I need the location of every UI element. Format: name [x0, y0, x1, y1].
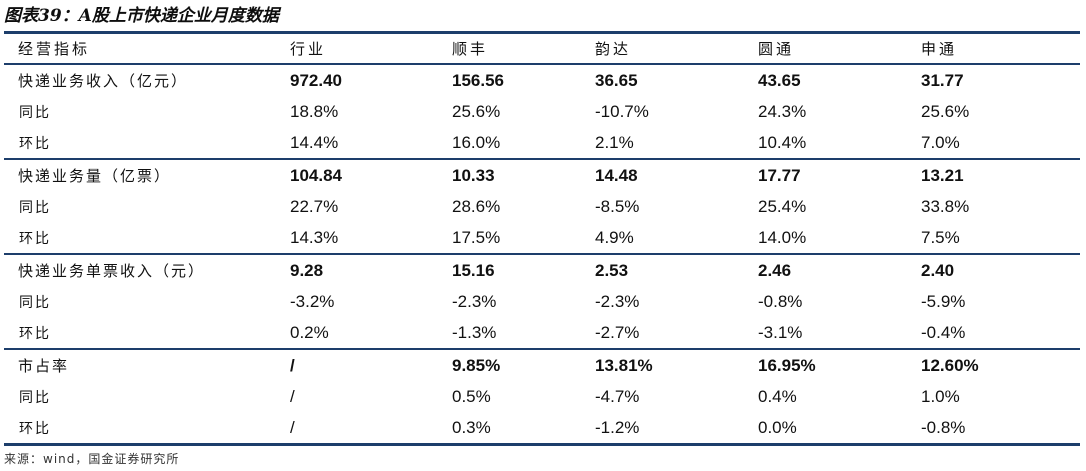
value-cell-industry: 18.8% — [290, 101, 339, 121]
value-cell-sto: 25.6% — [921, 101, 970, 121]
value-cell-yto: 43.65 — [758, 70, 801, 90]
value-cell-yunda: -4.7% — [595, 386, 640, 406]
value-cell-sto: 1.0% — [921, 386, 960, 406]
row-label: 市占率 — [18, 357, 70, 375]
row-label: 环比 — [19, 230, 51, 247]
value-cell-yunda: 4.9% — [595, 227, 634, 247]
table-row-sub: 同比 22.7% 28.6% -8.5% 25.4% 33.8% — [4, 191, 1080, 222]
value-cell-industry: / — [290, 417, 295, 437]
row-label: 快递业务单票收入（元） — [18, 262, 206, 280]
data-table: 经营指标 行业 顺丰 韵达 圆通 申通 快递业务收入（亿元） 972.40 156.… — [4, 31, 1080, 446]
figure-title: 图表39：A股上市快递企业月度数据 — [4, 6, 279, 26]
row-label: 同比 — [19, 104, 51, 121]
value-cell-yto: 25.4% — [758, 196, 807, 216]
value-cell-yto: 2.46 — [758, 260, 792, 280]
value-cell-sto: 13.21 — [921, 165, 964, 185]
header-cell-yto: 圆通 — [758, 40, 795, 58]
value-cell-sto: -5.9% — [921, 291, 966, 311]
row-label: 快递业务量（亿票） — [18, 167, 172, 185]
value-cell-sto: 33.8% — [921, 196, 970, 216]
value-cell-sto: 31.77 — [921, 70, 964, 90]
value-cell-sto: 7.0% — [921, 132, 960, 152]
value-cell-sf: 9.85% — [452, 355, 501, 375]
value-cell-sf: 17.5% — [452, 227, 501, 247]
row-label: 环比 — [19, 135, 51, 152]
value-cell-industry: 0.2% — [290, 322, 329, 342]
table-row-main: 快递业务收入（亿元） 972.40 156.56 36.65 43.65 31.77 — [4, 65, 1080, 96]
value-cell-yunda: 13.81% — [595, 355, 653, 375]
header-cell-industry: 行业 — [290, 40, 327, 58]
value-cell-industry: 14.3% — [290, 227, 339, 247]
table-row-sub: 同比 -3.2% -2.3% -2.3% -0.8% -5.9% — [4, 286, 1080, 317]
value-cell-sto: 7.5% — [921, 227, 960, 247]
value-cell-yunda: 36.65 — [595, 70, 638, 90]
value-cell-yto: 0.4% — [758, 386, 797, 406]
table-row-sub: 同比 18.8% 25.6% -10.7% 24.3% 25.6% — [4, 96, 1080, 127]
value-cell-yunda: 14.48 — [595, 165, 638, 185]
value-cell-sto: 2.40 — [921, 260, 955, 280]
value-cell-sf: 28.6% — [452, 196, 501, 216]
table-row-sub: 环比 / 0.3% -1.2% 0.0% -0.8% — [4, 412, 1080, 443]
value-cell-yunda: -10.7% — [595, 101, 649, 121]
value-cell-yto: 0.0% — [758, 417, 797, 437]
value-cell-yto: -0.8% — [758, 291, 803, 311]
value-cell-yunda: -1.2% — [595, 417, 640, 437]
value-cell-industry: / — [290, 386, 295, 406]
header-cell-metric: 经营指标 — [18, 40, 91, 58]
value-cell-yunda: 2.53 — [595, 260, 629, 280]
value-cell-yunda: -8.5% — [595, 196, 640, 216]
value-cell-sf: 16.0% — [452, 132, 501, 152]
value-cell-industry: -3.2% — [290, 291, 335, 311]
value-cell-yunda: -2.3% — [595, 291, 640, 311]
header-cell-yunda: 韵达 — [595, 40, 632, 58]
table-body: 快递业务收入（亿元） 972.40 156.56 36.65 43.65 31.77 同比 1… — [4, 65, 1080, 443]
table-row-sub: 环比 14.4% 16.0% 2.1% 10.4% 7.0% — [4, 127, 1080, 158]
value-cell-yto: 10.4% — [758, 132, 807, 152]
source-note: 来源：wind，国金证券研究所 — [4, 452, 180, 466]
row-label: 同比 — [19, 294, 51, 311]
table-row-main: 市占率 / 9.85% 13.81% 16.95% 12.60% — [4, 348, 1080, 381]
value-cell-sto: -0.4% — [921, 322, 966, 342]
row-label: 快递业务收入（亿元） — [18, 72, 189, 90]
value-cell-industry: 972.40 — [290, 70, 342, 90]
value-cell-sf: 10.33 — [452, 165, 495, 185]
row-label: 环比 — [19, 420, 51, 437]
value-cell-yto: 17.77 — [758, 165, 801, 185]
value-cell-industry: / — [290, 355, 295, 375]
value-cell-industry: 104.84 — [290, 165, 342, 185]
value-cell-sf: -2.3% — [452, 291, 497, 311]
table-row-main: 快递业务量（亿票） 104.84 10.33 14.48 17.77 13.21 — [4, 158, 1080, 191]
row-label: 同比 — [19, 199, 51, 216]
value-cell-industry: 9.28 — [290, 260, 324, 280]
table-row-main: 快递业务单票收入（元） 9.28 15.16 2.53 2.46 2.40 — [4, 253, 1080, 286]
table-row-sub: 环比 14.3% 17.5% 4.9% 14.0% 7.5% — [4, 222, 1080, 253]
value-cell-sf: 15.16 — [452, 260, 495, 280]
value-cell-yto: 14.0% — [758, 227, 807, 247]
value-cell-industry: 22.7% — [290, 196, 339, 216]
value-cell-yunda: -2.7% — [595, 322, 640, 342]
header-cell-sf: 顺丰 — [452, 40, 489, 58]
table-header-row: 经营指标 行业 顺丰 韵达 圆通 申通 — [4, 34, 1080, 65]
value-cell-sf: 0.3% — [452, 417, 491, 437]
value-cell-sf: 0.5% — [452, 386, 491, 406]
value-cell-industry: 14.4% — [290, 132, 339, 152]
table-row-sub: 同比 / 0.5% -4.7% 0.4% 1.0% — [4, 381, 1080, 412]
value-cell-sto: -0.8% — [921, 417, 966, 437]
value-cell-sf: 25.6% — [452, 101, 501, 121]
row-label: 同比 — [19, 389, 51, 406]
value-cell-yto: 24.3% — [758, 101, 807, 121]
value-cell-sf: 156.56 — [452, 70, 504, 90]
header-cell-sto: 申通 — [921, 40, 958, 58]
value-cell-sto: 12.60% — [921, 355, 979, 375]
table-row-sub: 环比 0.2% -1.3% -2.7% -3.1% -0.4% — [4, 317, 1080, 348]
value-cell-yto: 16.95% — [758, 355, 816, 375]
value-cell-yunda: 2.1% — [595, 132, 634, 152]
value-cell-sf: -1.3% — [452, 322, 497, 342]
row-label: 环比 — [19, 325, 51, 342]
value-cell-yto: -3.1% — [758, 322, 803, 342]
